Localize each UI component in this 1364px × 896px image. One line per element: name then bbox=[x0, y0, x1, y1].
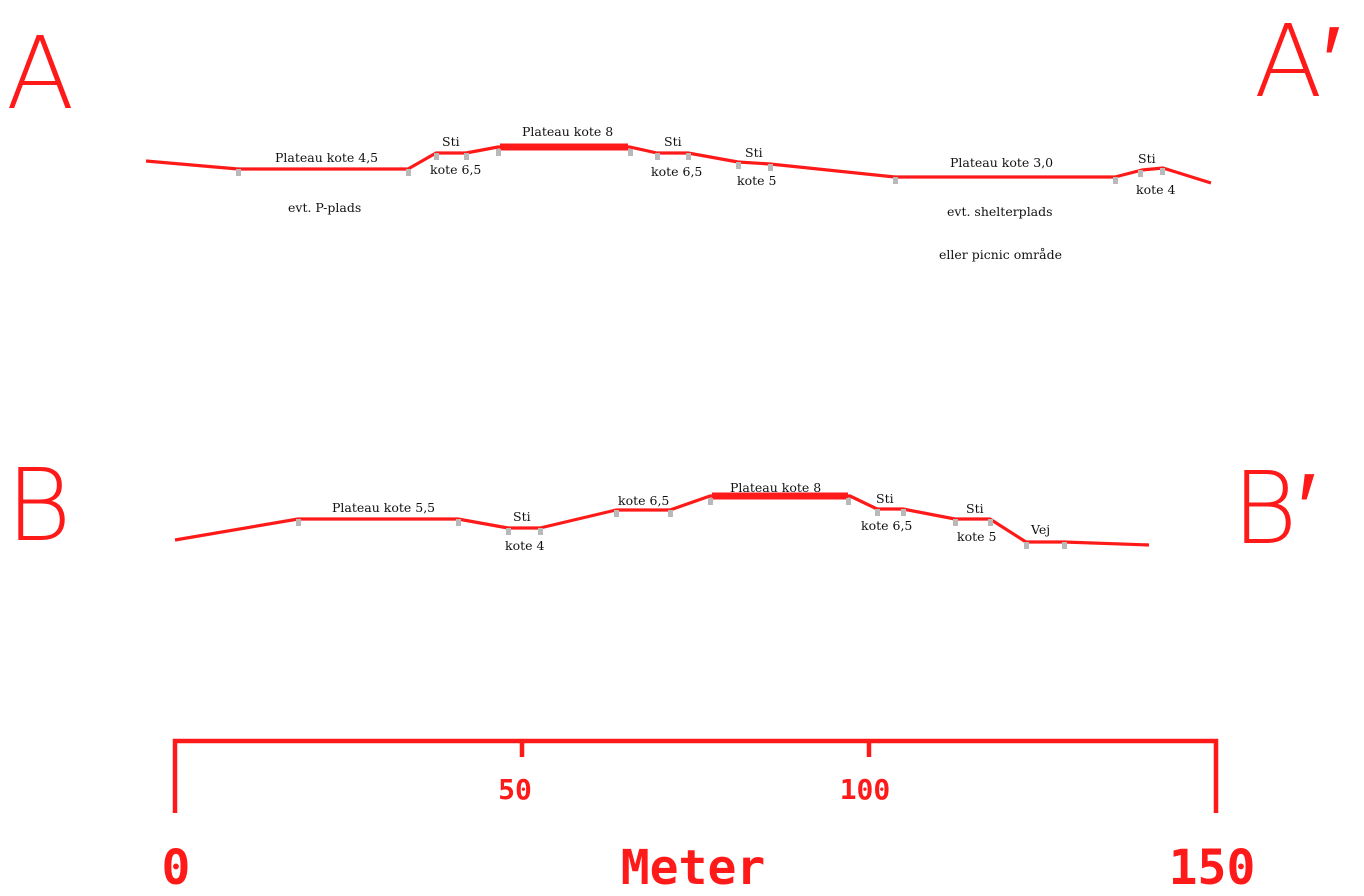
label-sti: Sti bbox=[442, 134, 460, 149]
label-sti: Sti bbox=[1138, 151, 1156, 166]
elevation-marker bbox=[708, 498, 713, 505]
scale-bar: 50 100 0 150 Meter bbox=[162, 738, 1256, 896]
section-a-terrain-line bbox=[145, 145, 1212, 185]
elevation-marker bbox=[434, 153, 439, 160]
elevation-marker bbox=[496, 149, 501, 156]
elevation-marker bbox=[296, 519, 301, 526]
elevation-marker bbox=[614, 510, 619, 517]
elevation-marker bbox=[901, 509, 906, 516]
section-b-start-label: B bbox=[6, 447, 71, 564]
section-a-start-label: A bbox=[6, 15, 74, 132]
scale-bar-line bbox=[172, 738, 1219, 813]
elevation-marker bbox=[236, 169, 241, 176]
label-plateau-kote-8: Plateau kote 8 bbox=[730, 480, 821, 495]
elevation-marker bbox=[668, 510, 673, 517]
elevation-marker bbox=[1024, 542, 1029, 549]
elevation-marker bbox=[1113, 177, 1118, 184]
section-b-markers bbox=[296, 498, 1067, 549]
label-kote-4: kote 4 bbox=[505, 538, 544, 553]
label-plateau-kote-3-0: Plateau kote 3,0 bbox=[950, 155, 1053, 170]
elevation-marker bbox=[846, 498, 851, 505]
elevation-marker bbox=[768, 164, 773, 171]
label-plateau-kote-5-5: Plateau kote 5,5 bbox=[332, 500, 435, 515]
label-plateau-kote-4-5: Plateau kote 4,5 bbox=[275, 150, 378, 165]
label-kote-5: kote 5 bbox=[737, 173, 776, 188]
section-a-end-label: A′ bbox=[1254, 3, 1341, 120]
section-b: B B′ Plateau kote 5,5 Sti kote 4 kote 6,… bbox=[6, 447, 1316, 567]
label-picnic: eller picnic område bbox=[939, 247, 1062, 262]
label-sti: Sti bbox=[966, 501, 984, 516]
label-sti: Sti bbox=[876, 491, 894, 506]
elevation-marker bbox=[538, 528, 543, 535]
elevation-marker bbox=[953, 519, 958, 526]
elevation-marker bbox=[655, 153, 660, 160]
elevation-marker bbox=[736, 162, 741, 169]
scale-label-150: 150 bbox=[1169, 840, 1256, 896]
label-sti: Sti bbox=[745, 145, 763, 160]
label-kote-6-5: kote 6,5 bbox=[618, 493, 669, 508]
scale-unit-label: Meter bbox=[621, 840, 766, 896]
label-kote-6-5: kote 6,5 bbox=[651, 164, 702, 179]
elevation-marker bbox=[988, 519, 993, 526]
scale-label-50: 50 bbox=[498, 773, 532, 806]
section-a-markers bbox=[236, 149, 1165, 184]
label-sti: Sti bbox=[664, 134, 682, 149]
elevation-marker bbox=[1160, 168, 1165, 175]
label-vej: Vej bbox=[1030, 522, 1050, 537]
label-p-plads: evt. P-plads bbox=[288, 200, 361, 215]
label-kote-6-5: kote 6,5 bbox=[430, 162, 481, 177]
elevation-marker bbox=[686, 153, 691, 160]
label-plateau-kote-8: Plateau kote 8 bbox=[522, 124, 613, 139]
elevation-marker bbox=[893, 177, 898, 184]
label-kote-4: kote 4 bbox=[1136, 182, 1175, 197]
label-sti: Sti bbox=[513, 509, 531, 524]
section-b-end-label: B′ bbox=[1232, 450, 1316, 567]
elevation-marker bbox=[875, 509, 880, 516]
scale-label-100: 100 bbox=[840, 773, 891, 806]
elevation-marker bbox=[406, 169, 411, 176]
label-shelterplads: evt. shelterplads bbox=[947, 204, 1053, 219]
elevation-marker bbox=[628, 149, 633, 156]
elevation-marker bbox=[1138, 170, 1143, 177]
elevation-marker bbox=[456, 519, 461, 526]
elevation-marker bbox=[506, 528, 511, 535]
scale-label-0: 0 bbox=[162, 840, 191, 896]
label-kote-6-5: kote 6,5 bbox=[861, 518, 912, 533]
section-a: A A′ Plateau kote 4,5 evt. P-plads Sti k… bbox=[6, 3, 1341, 262]
elevation-marker bbox=[464, 153, 469, 160]
label-kote-5: kote 5 bbox=[957, 529, 996, 544]
elevation-marker bbox=[1062, 542, 1067, 549]
